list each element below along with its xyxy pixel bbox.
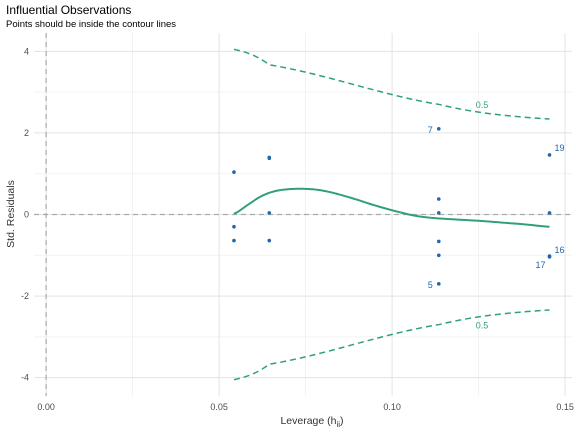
x-axis-ticks: 0.00 0.05 0.10 0.15 [37,402,574,412]
y-tick-label: 2 [24,128,29,138]
chart-subtitle: Points should be inside the contour line… [6,19,176,30]
y-axis-ticks: 4 2 0 -2 -4 [21,46,29,382]
chart-title: Influential Observations [6,3,131,17]
data-point [436,197,441,201]
x-axis-title-end: ) [340,415,344,427]
point-label: 16 [555,245,565,255]
contour-label: 0.5 [476,320,489,330]
contour-label: 0.5 [476,100,489,110]
data-point [267,238,272,243]
minor-grid [34,33,572,396]
data-point [436,282,441,286]
data-point [436,211,441,215]
point-label: 5 [428,280,433,290]
data-point [547,255,552,259]
y-axis-title: Std. Residuals [5,180,17,248]
data-point [547,211,552,215]
x-tick-label: 0.15 [556,402,574,412]
reference-lines [34,33,572,396]
data-point [232,238,236,243]
contour-line [233,309,550,381]
data-point [232,170,236,174]
smooth-line [233,187,550,228]
y-tick-label: -2 [21,291,29,301]
smooth-curve [233,187,550,228]
y-tick-label: -4 [21,373,29,383]
data-point [267,211,272,215]
point-label: 19 [555,143,565,153]
contour-line [233,48,550,120]
x-axis-title-subscript: ii [336,420,340,429]
x-tick-label: 0.00 [37,402,55,412]
x-tick-label: 0.05 [210,402,228,412]
y-tick-label: 4 [24,46,29,56]
data-point [436,127,441,131]
contour-lines: 0.5 0.5 [233,48,550,381]
data-points [232,127,552,286]
x-axis-title-main: Leverage (h [280,415,336,427]
point-label: 17 [535,260,545,270]
point-label: 7 [428,125,433,135]
data-point [436,253,441,258]
data-point [267,155,272,160]
data-point [436,239,441,244]
data-point [232,224,236,229]
data-point [547,153,552,157]
point-labels: 7 5 19 16 17 [428,125,565,290]
x-axis-title: Leverage (hii) [280,415,343,429]
y-tick-label: 0 [24,210,29,220]
x-tick-label: 0.10 [383,402,401,412]
major-grid [34,33,572,396]
